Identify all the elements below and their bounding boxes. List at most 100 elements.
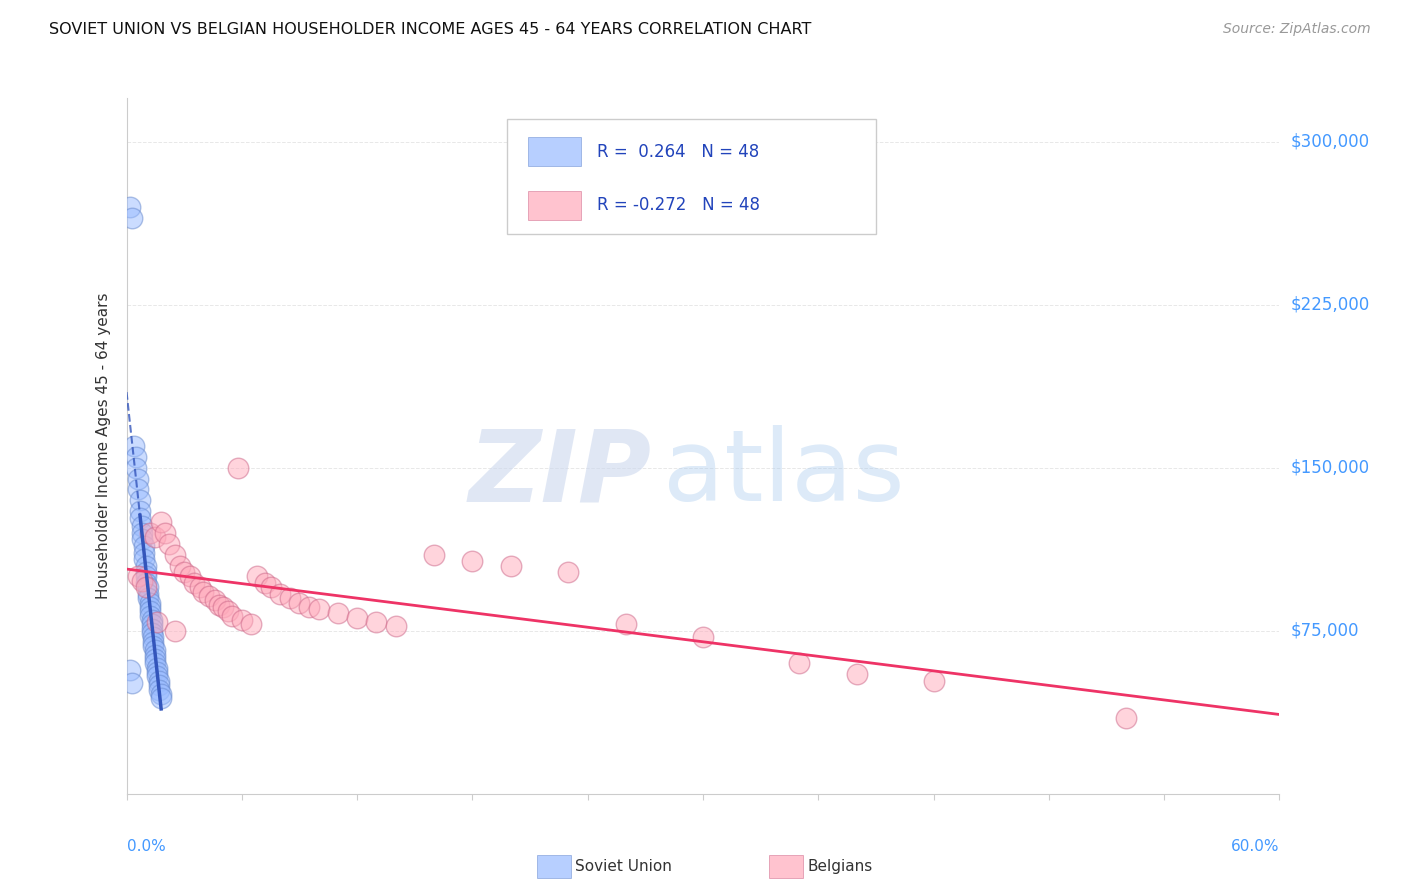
Point: [692, 630, 714, 644]
Point: [138, 608, 160, 623]
Point: [787, 657, 810, 671]
Point: [120, 200, 142, 214]
Point: [366, 615, 388, 629]
Point: [141, 613, 163, 627]
Point: [217, 604, 239, 618]
Point: [125, 450, 148, 464]
Point: [922, 673, 945, 688]
Point: [246, 569, 269, 583]
Point: [146, 665, 169, 680]
Point: [125, 460, 148, 475]
Point: [557, 565, 579, 579]
Point: [423, 548, 446, 562]
Point: [120, 663, 142, 677]
Point: [259, 580, 281, 594]
Text: $150,000: $150,000: [1291, 458, 1369, 476]
FancyBboxPatch shape: [527, 191, 581, 220]
Text: ZIP: ZIP: [468, 425, 651, 523]
Point: [150, 687, 173, 701]
Point: [188, 580, 211, 594]
Point: [208, 598, 231, 612]
Point: [269, 587, 291, 601]
Point: [135, 580, 157, 594]
Point: [136, 587, 159, 601]
Point: [278, 591, 301, 606]
Point: [142, 639, 165, 653]
Point: [145, 648, 166, 662]
Point: [211, 599, 233, 614]
Point: [298, 599, 321, 614]
Point: [148, 673, 170, 688]
Point: [141, 617, 163, 632]
Text: $75,000: $75,000: [1291, 622, 1360, 640]
Point: [169, 558, 191, 573]
Text: R =  0.264   N = 48: R = 0.264 N = 48: [598, 143, 759, 161]
Point: [136, 580, 159, 594]
Text: Soviet Union: Soviet Union: [575, 859, 672, 873]
Point: [163, 548, 186, 562]
Point: [253, 576, 276, 591]
Point: [163, 624, 186, 638]
Point: [131, 526, 153, 541]
Y-axis label: Householder Income Ages 45 - 64 years: Householder Income Ages 45 - 64 years: [96, 293, 111, 599]
FancyBboxPatch shape: [508, 119, 876, 234]
Point: [131, 533, 153, 547]
Point: [129, 493, 152, 508]
Point: [132, 545, 155, 559]
Point: [129, 510, 152, 524]
Text: $225,000: $225,000: [1291, 295, 1369, 314]
Point: [131, 574, 153, 588]
Point: [148, 682, 170, 697]
Point: [132, 552, 155, 566]
Point: [240, 617, 263, 632]
Point: [121, 676, 143, 690]
Point: [122, 439, 145, 453]
Point: [231, 613, 253, 627]
Point: [127, 483, 149, 497]
FancyBboxPatch shape: [527, 137, 581, 166]
Point: [179, 569, 201, 583]
Point: [346, 611, 368, 625]
Point: [153, 526, 176, 541]
Text: 60.0%: 60.0%: [1232, 839, 1279, 855]
Point: [461, 554, 484, 568]
Point: [145, 530, 166, 544]
Point: [288, 596, 311, 610]
Point: [145, 652, 166, 666]
Point: [326, 607, 349, 621]
Text: Source: ZipAtlas.com: Source: ZipAtlas.com: [1223, 22, 1371, 37]
Point: [183, 576, 205, 591]
Point: [221, 608, 243, 623]
Text: Belgians: Belgians: [807, 859, 872, 873]
Point: [138, 604, 160, 618]
Point: [136, 591, 159, 606]
Point: [131, 519, 153, 533]
Point: [148, 678, 170, 692]
Point: [193, 584, 215, 599]
Text: $300,000: $300,000: [1291, 133, 1369, 151]
Point: [127, 569, 149, 583]
Point: [499, 558, 522, 573]
Point: [150, 515, 173, 529]
Point: [142, 634, 165, 648]
Point: [146, 669, 169, 683]
Text: atlas: atlas: [662, 425, 904, 523]
Text: SOVIET UNION VS BELGIAN HOUSEHOLDER INCOME AGES 45 - 64 YEARS CORRELATION CHART: SOVIET UNION VS BELGIAN HOUSEHOLDER INCO…: [49, 22, 811, 37]
Point: [226, 460, 249, 475]
Text: 0.0%: 0.0%: [127, 839, 166, 855]
Point: [141, 622, 163, 636]
Point: [135, 565, 157, 579]
Point: [308, 602, 330, 616]
Point: [1115, 711, 1137, 725]
Point: [129, 504, 152, 518]
Point: [138, 599, 160, 614]
Point: [135, 576, 157, 591]
Point: [157, 537, 180, 551]
Point: [614, 617, 637, 632]
Point: [173, 565, 195, 579]
Point: [141, 626, 163, 640]
Point: [145, 657, 166, 671]
Point: [150, 691, 173, 706]
Point: [121, 211, 143, 225]
Point: [138, 596, 160, 610]
